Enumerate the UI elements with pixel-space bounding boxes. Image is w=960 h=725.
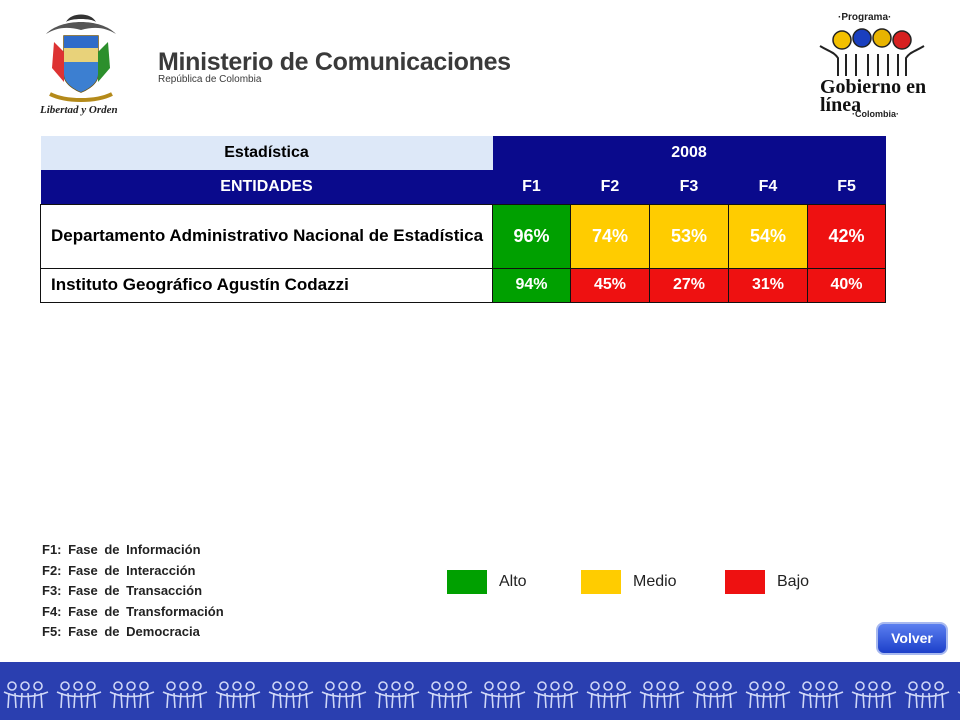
legend-swatch-medio <box>581 570 621 594</box>
entity-name: Departamento Administrativo Nacional de … <box>40 203 493 269</box>
legend-item-alto: Alto <box>447 570 527 594</box>
coat-of-arms-icon <box>46 14 116 102</box>
gobierno-en-linea-logo: ·Programa· Gobierno en línea ·Colombia· <box>812 8 932 120</box>
legend-label: Bajo <box>777 573 810 590</box>
statistics-table: Estadística 2008 ENTIDADES F1 F2 F3 F4 F… <box>40 136 887 303</box>
program-country: ·Colombia· <box>852 109 899 119</box>
phase-value: 94% <box>492 267 571 303</box>
phase-value: 42% <box>806 203 887 269</box>
legend-label: Alto <box>499 573 527 590</box>
phase-header-row: ENTIDADES F1 F2 F3 F4 F5 <box>40 170 886 204</box>
program-label: ·Programa· <box>838 12 892 23</box>
note-item: F3: Fase de Transacción <box>42 583 203 598</box>
legend-item-bajo: Bajo <box>725 570 809 594</box>
table-row: Instituto Geográfico Agustín Codazzi 94%… <box>40 267 887 303</box>
phase-value: 74% <box>570 203 650 269</box>
phase-notes: F1: Fase de Información F2: Fase de Inte… <box>42 540 224 643</box>
entity-name: Instituto Geográfico Agustín Codazzi <box>40 267 493 303</box>
year-header: 2008 <box>492 136 886 170</box>
phase-value: 40% <box>806 267 887 303</box>
stat-header: Estadística <box>40 136 493 170</box>
legend-swatch-bajo <box>725 570 765 594</box>
volver-button[interactable]: Volver <box>876 622 948 655</box>
phase-header: F3 <box>679 177 699 195</box>
ministry-logo: Ministerio de Comunicaciones República d… <box>30 8 511 116</box>
legend-swatch-alto <box>447 570 487 594</box>
footer-band <box>0 662 960 720</box>
ministry-title: Ministerio de Comunicaciones <box>158 48 511 76</box>
phase-header: F4 <box>758 177 778 195</box>
phase-value: 45% <box>570 267 650 303</box>
note-item: F1: Fase de Información <box>42 542 201 557</box>
phase-value: 96% <box>492 203 571 269</box>
note-item: F5: Fase de Democracia <box>42 624 200 639</box>
phase-header: F5 <box>837 177 856 195</box>
note-item: F4: Fase de Transformación <box>42 603 224 619</box>
phase-value: 31% <box>728 267 808 303</box>
table-header-row: Estadística 2008 <box>40 136 886 170</box>
motto: Libertad y Orden <box>40 104 118 116</box>
phase-value: 54% <box>728 203 808 269</box>
people-icon <box>819 28 925 76</box>
note-item: F2: Fase de Interacción <box>42 562 196 578</box>
phase-header: F2 <box>600 177 620 195</box>
legend-label: Medio <box>633 573 677 590</box>
phase-value: 53% <box>649 203 729 269</box>
phase-header: F1 <box>522 177 541 195</box>
table-row: Departamento Administrativo Nacional de … <box>40 203 887 269</box>
phase-value: 27% <box>649 267 729 303</box>
people-pattern-icon <box>3 681 960 709</box>
ministry-subtitle: República de Colombia <box>158 74 262 85</box>
program-name: Gobierno en línea <box>820 76 927 116</box>
legend-item-medio: Medio <box>581 570 677 594</box>
entities-header: ENTIDADES <box>220 177 313 195</box>
